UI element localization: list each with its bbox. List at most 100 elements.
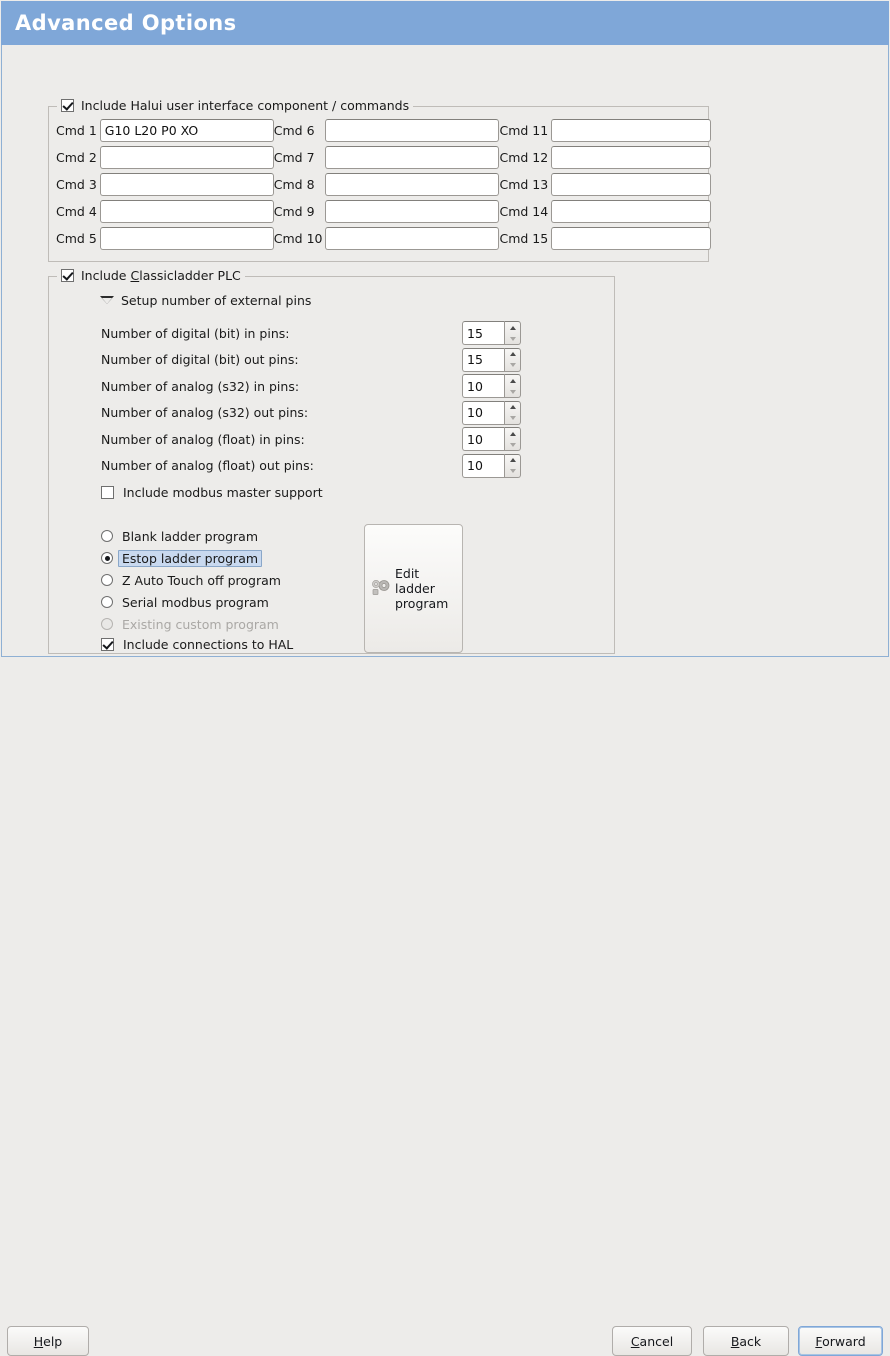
- modbus-master-checkbox[interactable]: Include modbus master support: [101, 485, 323, 500]
- cmd-input-9[interactable]: [325, 200, 500, 223]
- edit-ladder-program-label: Edit ladder program: [395, 566, 449, 611]
- cmd-label-9: Cmd 9: [273, 204, 315, 219]
- cmd-label-13: Cmd 13: [499, 177, 549, 192]
- stepper-up-button[interactable]: [505, 402, 520, 413]
- radio-estop-ladder-program[interactable]: Estop ladder program: [101, 547, 331, 569]
- analog-float-out-stepper[interactable]: [462, 453, 521, 478]
- forward-button[interactable]: Forward: [798, 1326, 883, 1356]
- classicladder-checkbox[interactable]: Include Classicladder PLC: [57, 268, 245, 283]
- cmd-label-6: Cmd 6: [273, 123, 315, 138]
- radio-blank-ladder-program[interactable]: Blank ladder program: [101, 525, 331, 547]
- radio-button[interactable]: [101, 530, 113, 542]
- stepper-up-button[interactable]: [505, 455, 520, 466]
- stepper-down-button[interactable]: [505, 413, 520, 424]
- analog-float-out-input[interactable]: [462, 453, 504, 478]
- cmd-label-11: Cmd 11: [499, 123, 549, 138]
- classicladder-checkbox-label: Include Classicladder PLC: [81, 268, 241, 283]
- cmd-input-8[interactable]: [325, 173, 500, 196]
- stepper-down-button[interactable]: [505, 439, 520, 450]
- analog-s32-out-stepper[interactable]: [462, 400, 521, 425]
- cmd-input-15[interactable]: [551, 227, 712, 250]
- cmd-input-2[interactable]: [99, 146, 274, 169]
- chevron-up-icon: [509, 405, 516, 410]
- stepper-down-button[interactable]: [505, 466, 520, 477]
- digital-bit-in-stepper-buttons[interactable]: [504, 321, 521, 346]
- digital-bit-out-stepper-buttons[interactable]: [504, 347, 521, 372]
- cmd-input-11[interactable]: [551, 119, 712, 142]
- halui-checkbox[interactable]: Include Halui user interface component /…: [57, 98, 414, 113]
- stepper-up-button[interactable]: [505, 322, 520, 333]
- stepper-up-button[interactable]: [505, 428, 520, 439]
- chevron-down-icon: [100, 296, 114, 304]
- external-pins-expander[interactable]: Setup number of external pins: [100, 293, 311, 308]
- radio-serial-modbus-program[interactable]: Serial modbus program: [101, 591, 331, 613]
- cmd-input-7[interactable]: [325, 146, 500, 169]
- halui-checkbox-box[interactable]: [61, 99, 74, 112]
- radio-button[interactable]: [101, 552, 113, 564]
- cmd-label-4: Cmd 4: [56, 204, 97, 219]
- cmd-input-4[interactable]: [99, 200, 274, 223]
- radio-button[interactable]: [101, 596, 113, 608]
- pin-label: Number of analog (s32) in pins:: [101, 378, 300, 394]
- modbus-master-checkbox-label: Include modbus master support: [123, 485, 323, 500]
- analog-float-in-input[interactable]: [462, 427, 504, 452]
- analog-s32-in-stepper-buttons[interactable]: [504, 374, 521, 399]
- pin-label: Number of analog (float) out pins:: [101, 458, 314, 474]
- cmd-input-13[interactable]: [551, 173, 712, 196]
- radio-label: Z Auto Touch off program: [122, 572, 281, 588]
- pin-row-analog-s32-out: Number of analog (s32) out pins:: [101, 400, 521, 427]
- cmd-label-15: Cmd 15: [499, 231, 549, 246]
- halui-command-grid: Cmd 1 Cmd 6 Cmd 11 Cmd 2 Cmd 7 Cmd 12 Cm…: [56, 117, 712, 252]
- cmd-label-2: Cmd 2: [56, 150, 97, 165]
- halui-group-frame: Include Halui user interface component /…: [48, 98, 712, 262]
- hal-connections-checkbox[interactable]: Include connections to HAL: [101, 637, 293, 652]
- chevron-down-icon: [509, 336, 516, 341]
- cmd-input-10[interactable]: [325, 227, 500, 250]
- cmd-label-1: Cmd 1: [56, 123, 97, 138]
- classicladder-group-frame: Include Classicladder PLC Setup number o…: [48, 268, 615, 654]
- cmd-label-14: Cmd 14: [499, 204, 549, 219]
- cancel-button[interactable]: Cancel: [612, 1326, 692, 1356]
- hal-connections-checkbox-box[interactable]: [101, 638, 114, 651]
- pin-row-analog-float-in: Number of analog (float) in pins:: [101, 426, 521, 453]
- cmd-input-1[interactable]: [99, 119, 274, 142]
- pin-row-analog-s32-in: Number of analog (s32) in pins:: [101, 373, 521, 400]
- chevron-down-icon: [509, 363, 516, 368]
- cmd-input-3[interactable]: [99, 173, 274, 196]
- analog-s32-out-stepper-buttons[interactable]: [504, 400, 521, 425]
- chevron-up-icon: [509, 325, 516, 330]
- cmd-input-6[interactable]: [325, 119, 500, 142]
- chevron-up-icon: [509, 431, 516, 436]
- analog-s32-out-input[interactable]: [462, 400, 504, 425]
- radio-button[interactable]: [101, 574, 113, 586]
- pin-label: Number of analog (s32) out pins:: [101, 405, 309, 421]
- stepper-up-button[interactable]: [505, 349, 520, 360]
- help-button[interactable]: Help: [7, 1326, 89, 1356]
- radio-z-auto-touch-off-program[interactable]: Z Auto Touch off program: [101, 569, 331, 591]
- back-button[interactable]: Back: [703, 1326, 789, 1356]
- digital-bit-in-stepper[interactable]: [462, 321, 521, 346]
- analog-s32-in-input[interactable]: [462, 374, 504, 399]
- stepper-up-button[interactable]: [505, 375, 520, 386]
- stepper-down-button[interactable]: [505, 386, 520, 397]
- analog-s32-in-stepper[interactable]: [462, 374, 521, 399]
- analog-float-in-stepper-buttons[interactable]: [504, 427, 521, 452]
- digital-bit-out-stepper[interactable]: [462, 347, 521, 372]
- classicladder-checkbox-box[interactable]: [61, 269, 74, 282]
- help-button-label: Help: [33, 1333, 63, 1349]
- modbus-master-checkbox-box[interactable]: [101, 486, 114, 499]
- title-banner: Advanced Options: [1, 1, 889, 45]
- digital-bit-in-input[interactable]: [462, 321, 504, 346]
- analog-float-in-stepper[interactable]: [462, 427, 521, 452]
- cmd-label-7: Cmd 7: [273, 150, 315, 165]
- cmd-input-12[interactable]: [551, 146, 712, 169]
- digital-bit-out-input[interactable]: [462, 347, 504, 372]
- halui-checkbox-label: Include Halui user interface component /…: [81, 98, 410, 113]
- cmd-input-14[interactable]: [551, 200, 712, 223]
- cmd-input-5[interactable]: [99, 227, 274, 250]
- stepper-down-button[interactable]: [505, 333, 520, 344]
- content-pane: Include Halui user interface component /…: [1, 45, 889, 657]
- analog-float-out-stepper-buttons[interactable]: [504, 453, 521, 478]
- edit-ladder-program-button[interactable]: Edit ladder program: [364, 524, 463, 653]
- stepper-down-button[interactable]: [505, 360, 520, 371]
